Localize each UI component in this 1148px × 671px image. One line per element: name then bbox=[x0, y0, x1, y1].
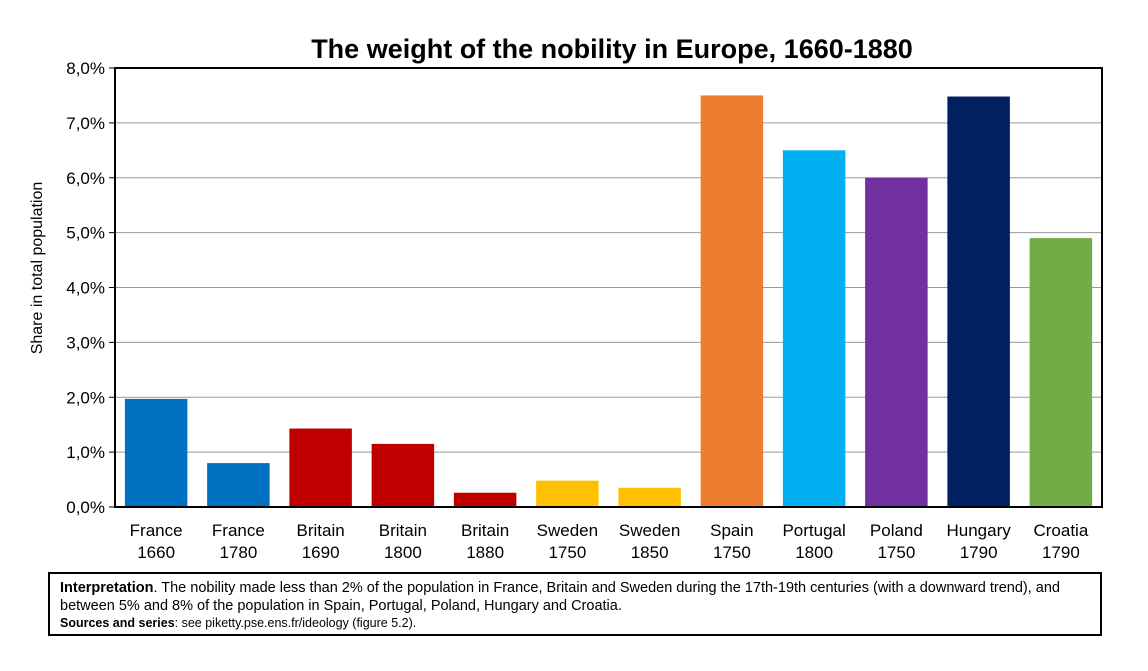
y-tick-label: 1,0% bbox=[66, 443, 105, 462]
x-tick-year: 1750 bbox=[548, 543, 586, 562]
x-tick-year: 1690 bbox=[302, 543, 340, 562]
x-tick-year: 1800 bbox=[795, 543, 833, 562]
sources-text: : see piketty.pse.ens.fr/ideology (figur… bbox=[174, 616, 417, 630]
x-tick-label: Hungary bbox=[946, 521, 1011, 540]
x-tick-label: Britain bbox=[461, 521, 509, 540]
x-tick-label: Britain bbox=[297, 521, 345, 540]
x-tick-year: 1790 bbox=[960, 543, 998, 562]
x-tick-year: 1790 bbox=[1042, 543, 1080, 562]
plot-frame bbox=[114, 67, 1103, 508]
y-tick-label: 2,0% bbox=[66, 388, 105, 407]
bar-poland-1750 bbox=[865, 177, 928, 507]
x-tick-year: 1800 bbox=[384, 543, 422, 562]
x-tick-label: Poland bbox=[870, 521, 923, 540]
interpretation-paragraph: Interpretation. The nobility made less t… bbox=[60, 579, 1090, 615]
x-tick-year: 1780 bbox=[219, 543, 257, 562]
x-tick-label: Croatia bbox=[1033, 521, 1088, 540]
bar-britain-1880 bbox=[453, 492, 517, 507]
sources-label: Sources and series bbox=[60, 616, 175, 630]
y-tick-label: 3,0% bbox=[66, 333, 105, 352]
bar-spain-1750 bbox=[700, 95, 764, 507]
bar-britain-1690 bbox=[289, 428, 352, 507]
bar-hungary-1790 bbox=[947, 96, 1010, 507]
y-tick-label: 8,0% bbox=[66, 59, 105, 78]
y-tick-label: 0,0% bbox=[66, 498, 105, 517]
x-axis-labels: France 1660 France 1780 Britain 1690 Britain 18… bbox=[130, 521, 1089, 562]
x-tick-label: France bbox=[212, 521, 265, 540]
y-axis-label: Share in total population bbox=[29, 182, 46, 355]
bar-sweden-1750 bbox=[536, 480, 599, 507]
chart-title: The weight of the nobility in Europe, 16… bbox=[311, 34, 913, 64]
y-axis-ticks: 0,0% 1,0% 2,0% 3,0% 4,0% 5,0% 6,0% 7,0% 8,0% bbox=[66, 59, 115, 517]
x-tick-label: Spain bbox=[710, 521, 753, 540]
y-tick-label: 7,0% bbox=[66, 114, 105, 133]
y-tick-label: 4,0% bbox=[66, 279, 105, 298]
bar-portugal-1800 bbox=[782, 150, 846, 507]
bar-chart: The weight of the nobility in Europe, 16… bbox=[29, 34, 1103, 562]
interpretation-label: Interpretation bbox=[60, 580, 154, 596]
x-tick-label: France bbox=[130, 521, 183, 540]
x-tick-label: Sweden bbox=[619, 521, 680, 540]
x-tick-label: Portugal bbox=[782, 521, 845, 540]
bar-sweden-1850 bbox=[618, 487, 681, 507]
gridlines bbox=[115, 122, 1102, 453]
interpretation-note: Interpretation. The nobility made less t… bbox=[48, 572, 1102, 636]
x-tick-year: 1750 bbox=[877, 543, 915, 562]
bar-france-1660 bbox=[124, 398, 188, 507]
interpretation-text: . The nobility made less than 2% of the … bbox=[60, 580, 1060, 614]
bar-croatia-1790 bbox=[1029, 238, 1093, 508]
bar-britain-1800 bbox=[371, 443, 435, 507]
bar-france-1780 bbox=[207, 463, 270, 507]
x-tick-year: 1880 bbox=[466, 543, 504, 562]
bars bbox=[124, 95, 1093, 508]
y-tick-label: 5,0% bbox=[66, 224, 105, 243]
x-tick-year: 1750 bbox=[713, 543, 751, 562]
y-tick-label: 6,0% bbox=[66, 169, 105, 188]
x-tick-year: 1850 bbox=[631, 543, 669, 562]
x-tick-label: Sweden bbox=[537, 521, 598, 540]
x-tick-year: 1660 bbox=[137, 543, 175, 562]
x-tick-label: Britain bbox=[379, 521, 427, 540]
sources-paragraph: Sources and series: see piketty.pse.ens.… bbox=[60, 615, 1090, 632]
